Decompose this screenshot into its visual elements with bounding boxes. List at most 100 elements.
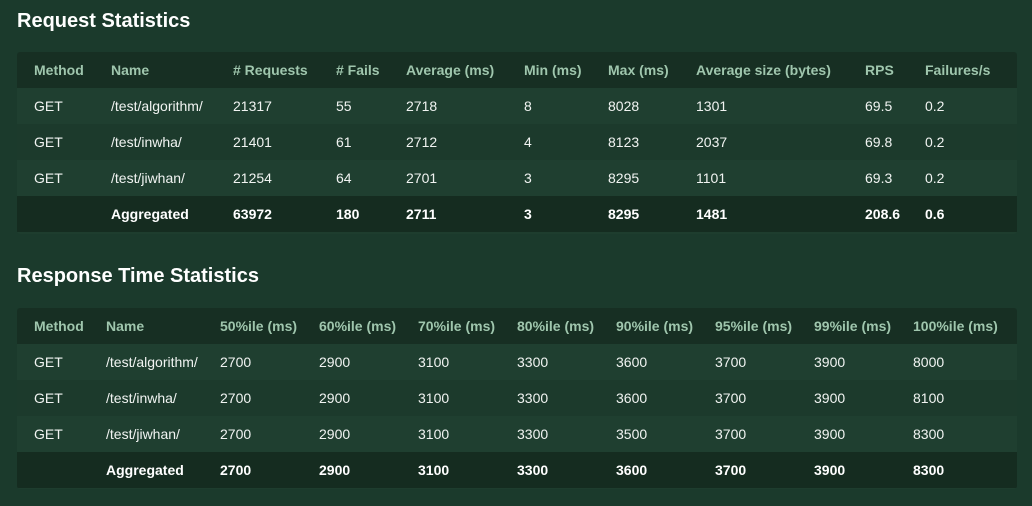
cell-100-ile-ms: 8100	[913, 390, 945, 406]
column-header-60-ile-ms: 60%ile (ms)	[319, 318, 397, 334]
cell-100-ile-ms: 8300	[913, 462, 945, 478]
cell-80-ile-ms: 3300	[517, 354, 549, 370]
cell-name: Aggregated	[111, 206, 189, 222]
column-header-95-ile-ms: 95%ile (ms)	[715, 318, 793, 334]
cell-fails: 55	[336, 98, 352, 114]
cell-failures-s: 0.2	[925, 98, 945, 114]
cell-50-ile-ms: 2700	[220, 462, 252, 478]
column-header-80-ile-ms: 80%ile (ms)	[517, 318, 595, 334]
cell-failures-s: 0.2	[925, 170, 945, 186]
request-statistics-panel: Method Name # Requests # Fails Average (ms) M…	[17, 52, 1017, 234]
cell-min-ms: 3	[524, 170, 532, 186]
response-time-statistics-title: Response Time Statistics	[17, 265, 259, 287]
cell-name: /test/inwha/	[111, 134, 182, 150]
cell-99-ile-ms: 3900	[814, 462, 846, 478]
cell-60-ile-ms: 2900	[319, 354, 351, 370]
cell-rps: 69.5	[865, 98, 893, 114]
table-row: GET/test/jiwhan/2700 2900 3100 3300 3500 3700…	[17, 416, 1017, 452]
cell-average-ms: 2701	[406, 170, 438, 186]
cell-60-ile-ms: 2900	[319, 426, 351, 442]
column-header-failures-s: Failures/s	[925, 62, 991, 78]
cell-60-ile-ms: 2900	[319, 390, 351, 406]
column-header-fails: # Fails	[336, 62, 380, 78]
column-header-100-ile-ms: 100%ile (ms)	[913, 318, 998, 334]
cell-name: /test/jiwhan/	[111, 170, 185, 186]
column-header-min-ms: Min (ms)	[524, 62, 582, 78]
cell-90-ile-ms: 3500	[616, 426, 648, 442]
cell-requests: 21401	[233, 134, 272, 150]
cell-70-ile-ms: 3100	[418, 462, 450, 478]
cell-fails: 180	[336, 206, 360, 222]
table-row: GET/test/jiwhan/21254 64 2701 3 8295 1101 69.3…	[17, 160, 1017, 196]
column-header-90-ile-ms: 90%ile (ms)	[616, 318, 694, 334]
cell-fails: 61	[336, 134, 352, 150]
cell-95-ile-ms: 3700	[715, 462, 747, 478]
cell-failures-s: 0.6	[925, 206, 945, 222]
response-time-statistics-header-row: Method Name 50%ile (ms) 60%ile (ms) 70%ile (…	[17, 308, 1017, 344]
table-row: GET/test/inwha/21401 61 2712 4 8123 2037 69.8 0…	[17, 124, 1017, 160]
cell-70-ile-ms: 3100	[418, 354, 450, 370]
cell-fails: 64	[336, 170, 352, 186]
cell-requests: 21317	[233, 98, 272, 114]
cell-name: /test/jiwhan/	[106, 426, 180, 442]
column-header-max-ms: Max (ms)	[608, 62, 669, 78]
request-statistics-title: Request Statistics	[17, 10, 191, 32]
cell-failures-s: 0.2	[925, 134, 945, 150]
aggregated-row: Aggregated 2700 2900 3100 3300 3600 3700 3900 83…	[17, 452, 1017, 488]
cell-average-size-bytes: 2037	[696, 134, 728, 150]
cell-average-ms: 2711	[406, 206, 437, 222]
cell-method	[17, 196, 111, 232]
cell-method: GET	[34, 170, 63, 186]
cell-max-ms: 8123	[608, 134, 640, 150]
cell-max-ms: 8295	[608, 206, 640, 222]
cell-50-ile-ms: 2700	[220, 354, 252, 370]
cell-average-ms: 2712	[406, 134, 438, 150]
response-time-statistics-panel: Method Name 50%ile (ms) 60%ile (ms) 70%ile (…	[17, 308, 1017, 489]
cell-name: /test/algorithm/	[111, 98, 203, 114]
cell-min-ms: 3	[524, 206, 532, 222]
cell-90-ile-ms: 3600	[616, 354, 648, 370]
column-header-method: Method	[34, 318, 84, 334]
cell-requests: 63972	[233, 206, 272, 222]
cell-name: Aggregated	[106, 462, 184, 478]
cell-100-ile-ms: 8300	[913, 426, 945, 442]
cell-name: /test/algorithm/	[106, 354, 198, 370]
request-statistics-table: Method Name # Requests # Fails Average (ms) M…	[17, 52, 1017, 232]
column-header-method: Method	[34, 62, 84, 78]
cell-min-ms: 4	[524, 134, 532, 150]
cell-rps: 69.3	[865, 170, 893, 186]
column-header-average-ms: Average (ms)	[406, 62, 495, 78]
cell-rps: 208.6	[865, 206, 901, 222]
cell-50-ile-ms: 2700	[220, 390, 252, 406]
column-header-70-ile-ms: 70%ile (ms)	[418, 318, 496, 334]
cell-90-ile-ms: 3600	[616, 390, 648, 406]
cell-80-ile-ms: 3300	[517, 426, 549, 442]
cell-method: GET	[34, 98, 63, 114]
cell-requests: 21254	[233, 170, 272, 186]
cell-average-size-bytes: 1481	[696, 206, 728, 222]
cell-90-ile-ms: 3600	[616, 462, 648, 478]
column-header-rps: RPS	[865, 62, 894, 78]
cell-method: GET	[34, 426, 63, 442]
cell-name: /test/inwha/	[106, 390, 177, 406]
cell-60-ile-ms: 2900	[319, 462, 351, 478]
request-statistics-header-row: Method Name # Requests # Fails Average (ms) M…	[17, 52, 1017, 88]
cell-95-ile-ms: 3700	[715, 354, 747, 370]
cell-method: GET	[34, 134, 63, 150]
column-header-50-ile-ms: 50%ile (ms)	[220, 318, 298, 334]
cell-method: GET	[34, 390, 63, 406]
cell-average-ms: 2718	[406, 98, 438, 114]
table-row: GET/test/inwha/2700 2900 3100 3300 3600 3700 3…	[17, 380, 1017, 416]
cell-max-ms: 8295	[608, 170, 640, 186]
cell-method	[17, 452, 106, 488]
column-header-name: Name	[106, 318, 145, 334]
cell-95-ile-ms: 3700	[715, 426, 747, 442]
cell-average-size-bytes: 1101	[696, 170, 727, 186]
cell-average-size-bytes: 1301	[696, 98, 728, 114]
column-header-name: Name	[111, 62, 150, 78]
cell-70-ile-ms: 3100	[418, 426, 450, 442]
cell-min-ms: 8	[524, 98, 532, 114]
cell-100-ile-ms: 8000	[913, 354, 945, 370]
cell-99-ile-ms: 3900	[814, 390, 846, 406]
